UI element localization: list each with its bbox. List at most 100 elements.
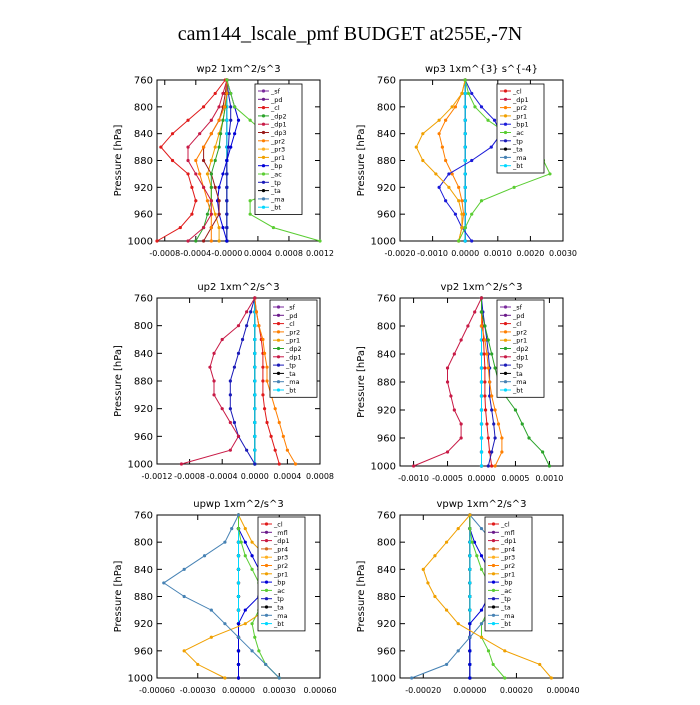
data-point-ac [470, 212, 474, 216]
data-point-ac [457, 239, 461, 243]
data-point-pr2 [262, 351, 267, 355]
data-point-pr2 [201, 145, 206, 149]
legend-marker [261, 97, 266, 101]
data-point-dp3 [201, 158, 206, 163]
y-tick-label: 920 [377, 406, 396, 417]
legend-label: _dp1 [500, 537, 517, 545]
y-tick-label: 800 [377, 538, 396, 549]
legend-marker [261, 122, 266, 126]
data-point-pr2 [500, 436, 504, 440]
data-point-bt [236, 608, 241, 612]
data-point-bt [463, 145, 467, 149]
data-point-bt [236, 581, 241, 585]
data-point-dp2 [520, 422, 524, 426]
series-line-tp [229, 297, 256, 465]
data-point-cl [190, 212, 194, 216]
data-point-cl [159, 145, 163, 149]
data-point-cl [194, 199, 198, 203]
panel-title: upwp 1xm^2/s^3 [193, 499, 283, 510]
data-point-ac [243, 554, 247, 558]
data-point-dp1 [221, 91, 225, 96]
data-point-pr1 [223, 676, 227, 680]
legend-label: _tp [285, 362, 296, 370]
y-tick-label: 920 [377, 619, 396, 630]
x-tick-label: -0.0012 [142, 472, 173, 481]
data-point-bp [479, 608, 484, 612]
data-point-pr1 [538, 662, 542, 667]
legend-marker [276, 371, 281, 375]
data-point-tp [492, 422, 496, 426]
data-point-dp2 [479, 310, 484, 314]
data-point-tp [225, 225, 229, 230]
legend-marker [261, 89, 266, 93]
data-point-bp1 [470, 91, 474, 96]
panel-title: wp2 1xm^2/s^3 [196, 64, 280, 75]
legend-label: _bp [273, 579, 286, 587]
chart-panel: up2 1xm^2/s^3 Pressure [hPa] 760 800 840 880 9… [113, 282, 334, 481]
data-point-ac [512, 185, 516, 189]
data-point-ac [486, 649, 491, 653]
y-tick-label: 1000 [371, 674, 396, 685]
data-point-pr1 [196, 662, 200, 667]
data-point-pr1 [182, 649, 186, 653]
y-tick-label: 800 [377, 322, 396, 333]
data-point-bp1 [453, 212, 458, 216]
legend-label: _pr3 [273, 554, 288, 562]
y-tick-label: 800 [134, 321, 153, 332]
data-point-bt [463, 199, 467, 203]
data-point-tp [245, 324, 249, 328]
legend-marker [491, 613, 496, 617]
data-point-bp [225, 158, 229, 163]
data-point-ac [250, 622, 254, 626]
chart-panel: vpwp 1xm^2/s^3 Pressure [hPa] 760 800 840 880… [356, 499, 580, 695]
data-point-dp3 [213, 185, 217, 189]
legend-label: _dp1 [512, 96, 529, 104]
series-line-dp1 [187, 79, 228, 242]
x-tick-label: -0.00060 [139, 686, 175, 695]
legend-label: _sf [285, 304, 296, 312]
data-point-dp2 [486, 338, 490, 342]
data-point-pr1 [209, 158, 213, 163]
legend-marker [503, 114, 508, 118]
data-point-pr1 [447, 185, 451, 189]
x-tick-label: -0.0020 [385, 249, 416, 258]
y-tick-label: 880 [377, 156, 396, 167]
data-point-pr2 [496, 422, 501, 426]
data-point-dp1 [217, 105, 221, 109]
data-point-tp [232, 420, 237, 425]
legend-marker [261, 139, 266, 143]
data-point-dp1 [186, 158, 190, 163]
data-point-bp [236, 118, 241, 122]
legend-label: _dp1 [273, 537, 290, 545]
data-point-ma [468, 635, 472, 639]
x-tick-label: 0.0008 [306, 472, 334, 481]
data-point-pr2 [261, 337, 265, 342]
data-point-tp [490, 408, 494, 412]
data-point-bt [468, 554, 472, 558]
x-tick-label: 0.00020 [500, 686, 533, 695]
x-tick-label: -0.0005 [432, 474, 463, 483]
legend-label: _ac [500, 587, 512, 595]
data-point-pr1 [414, 145, 418, 149]
legend-marker [264, 597, 269, 601]
data-point-bt [253, 379, 257, 383]
y-tick-label: 760 [134, 76, 153, 87]
legend-label: _ma [512, 154, 527, 162]
data-point-tp [240, 337, 245, 342]
y-axis-label: Pressure [hPa] [356, 561, 367, 633]
figure-title: cam144_lscale_pmf BUDGET at255E,-7N [178, 23, 523, 45]
legend-label: _pr2 [270, 137, 285, 145]
data-point-pr2 [493, 464, 497, 468]
y-tick-label: 1000 [128, 460, 153, 471]
data-point-tp [490, 450, 494, 454]
data-point-pr1 [457, 199, 461, 203]
data-point-tp [236, 351, 241, 355]
legend-label: _ac [512, 129, 524, 137]
data-point-tp [228, 393, 232, 397]
y-tick-label: 1000 [371, 462, 396, 473]
plot-frame [399, 514, 564, 679]
data-point-bp [236, 662, 241, 667]
y-tick-label: 760 [377, 76, 396, 87]
data-point-dp2 [219, 132, 223, 136]
data-point-bt [479, 450, 484, 454]
